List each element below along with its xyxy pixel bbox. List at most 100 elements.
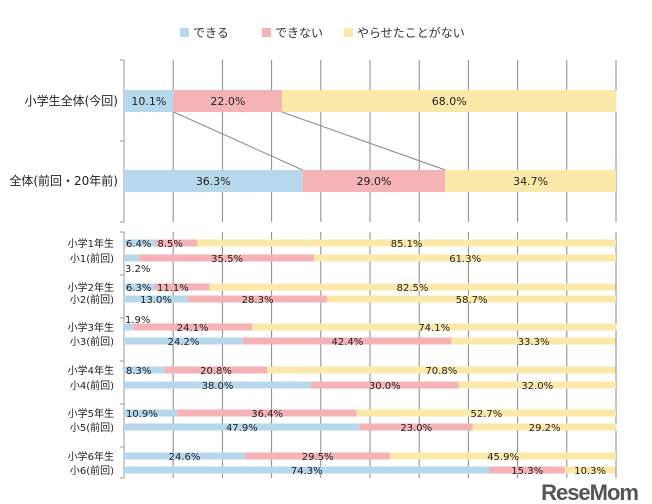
category-label: 小4(前回): [70, 379, 114, 392]
data-label: 33.3%: [518, 337, 550, 348]
bar-segment: [173, 90, 282, 112]
category-label: 小学生全体(今回): [25, 93, 118, 108]
data-label: 82.5%: [397, 283, 429, 294]
data-label: 23.0%: [400, 423, 432, 434]
data-label: 28.3%: [242, 295, 274, 306]
bar-segment: [155, 239, 198, 247]
bar-segment: [124, 254, 140, 262]
bar-segment: [124, 283, 155, 291]
data-label: 36.3%: [196, 175, 231, 188]
bar-segment: [124, 409, 178, 417]
data-label: 45.9%: [487, 452, 519, 463]
bar-segment: [390, 452, 616, 460]
bar-segment: [359, 423, 473, 431]
bar-segment: [281, 90, 617, 112]
bar-segment: [356, 409, 616, 417]
bar-segment: [154, 283, 210, 291]
connector-line: [173, 111, 303, 171]
data-label: 74.3%: [291, 466, 323, 477]
resemom-logo: ReseMom: [541, 480, 639, 504]
data-label: 24.6%: [169, 452, 201, 463]
bar-segment: [445, 170, 616, 192]
bar-segment: [451, 337, 616, 345]
data-label: 10.3%: [574, 466, 606, 477]
data-label: 24.1%: [177, 323, 209, 334]
category-label: 小学1年生: [68, 237, 114, 250]
bar-segment: [124, 466, 490, 474]
category-label: 小2(前回): [70, 293, 114, 306]
data-label: 13.0%: [140, 295, 172, 306]
bar-segment: [187, 295, 328, 303]
data-label: 70.8%: [425, 366, 457, 377]
data-label: 34.7%: [513, 175, 548, 188]
data-label: 29.2%: [529, 423, 561, 434]
bar-segment: [209, 283, 616, 291]
connector-line: [281, 111, 446, 171]
data-label: 85.1%: [391, 239, 423, 250]
category-label: 小3(前回): [70, 335, 114, 348]
bar-segment: [124, 423, 360, 431]
data-label: 38.0%: [202, 381, 234, 392]
bar-segment: [124, 295, 188, 303]
category-label: 小5(前回): [70, 421, 114, 434]
data-label: 30.0%: [369, 381, 401, 392]
data-label: 42.4%: [331, 337, 363, 348]
category-label: 小学3年生: [68, 321, 114, 334]
data-label: 8.3%: [126, 366, 151, 377]
data-label: 10.9%: [126, 409, 158, 420]
data-label: 47.9%: [226, 423, 258, 434]
category-label: 小1(前回): [70, 252, 114, 265]
bar-segment: [327, 295, 616, 303]
bar-segment: [302, 170, 446, 192]
bar-segment: [124, 90, 174, 112]
category-label: 小学2年生: [68, 281, 114, 294]
data-label: 15.3%: [511, 466, 543, 477]
data-label: 29.0%: [356, 175, 391, 188]
bar-segment: [243, 337, 452, 345]
bar-segment: [124, 452, 246, 460]
bar-segment: [124, 366, 165, 374]
data-label: 35.5%: [211, 254, 243, 265]
bar-segment: [139, 254, 315, 262]
bar-segment: [245, 452, 391, 460]
data-label: 8.5%: [157, 239, 182, 250]
legend-label: できない: [275, 26, 323, 40]
data-label: 52.7%: [470, 409, 502, 420]
legend-label: できる: [193, 26, 229, 40]
data-label: 36.4%: [251, 409, 283, 420]
data-label: 61.3%: [449, 254, 481, 265]
category-label: 小学6年生: [68, 450, 114, 463]
bar-segment: [197, 239, 617, 247]
data-label: 20.8%: [200, 366, 232, 377]
data-label: 74.1%: [418, 323, 450, 334]
category-label: 小学4年生: [68, 364, 114, 377]
legend-swatch: [344, 28, 353, 37]
bar-segment: [124, 239, 156, 247]
data-label: 3.2%: [125, 264, 150, 275]
bar-segment: [177, 409, 357, 417]
data-label: 6.3%: [126, 283, 151, 294]
data-label: 6.4%: [126, 239, 151, 250]
bar-segment: [124, 323, 134, 331]
bar-segment: [133, 323, 252, 331]
legend-label: やらせたことがない: [357, 25, 465, 40]
bar-segment: [472, 423, 617, 431]
data-label: 29.5%: [302, 452, 334, 463]
bar-segment: [489, 466, 565, 474]
data-label: 11.1%: [157, 283, 189, 294]
bar-segment: [124, 381, 311, 389]
bar-segment: [164, 366, 268, 374]
legend-swatch: [180, 28, 189, 37]
data-label: 24.2%: [168, 337, 200, 348]
bar-segment: [251, 323, 617, 331]
category-label: 全体(前回・20年前): [9, 173, 118, 188]
bar-segment: [458, 381, 616, 389]
bar-segment: [314, 254, 616, 262]
category-label: 小6(前回): [70, 464, 114, 477]
data-label: 22.0%: [210, 95, 245, 108]
data-label: 32.0%: [521, 381, 553, 392]
bar-segment: [267, 366, 616, 374]
legend-swatch: [262, 28, 271, 37]
bar-segment: [564, 466, 616, 474]
